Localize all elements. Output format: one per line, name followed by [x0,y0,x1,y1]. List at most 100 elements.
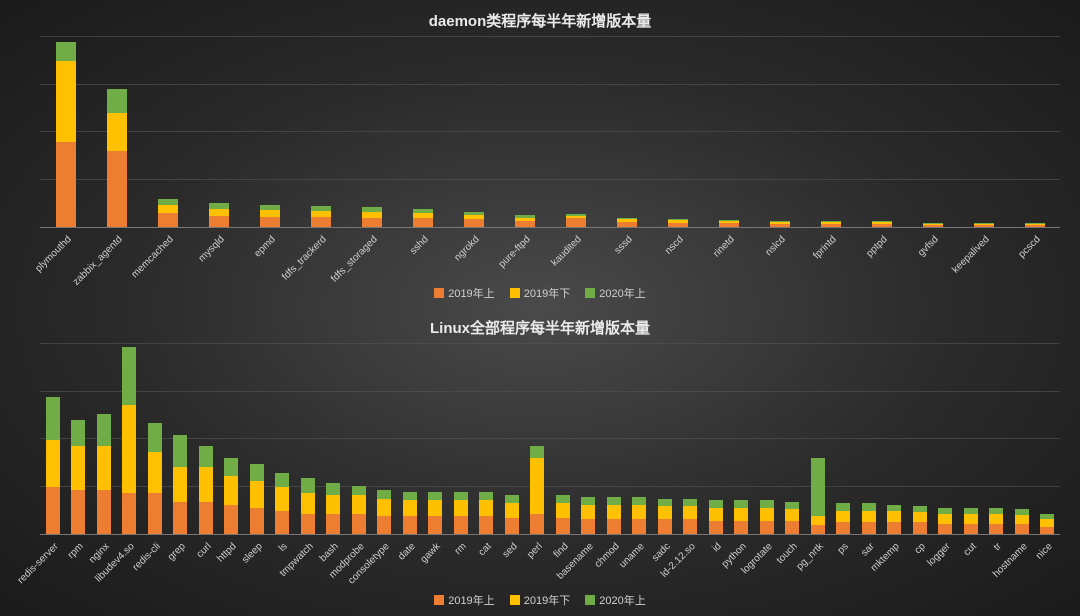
bar-stack [301,478,315,534]
x-label-text: nscd [663,234,686,257]
x-label: nice [1035,535,1061,590]
bar-stack [836,503,850,534]
seg-2019h2 [607,505,621,520]
bar-stack [377,490,391,534]
seg-2020h1 [122,347,136,405]
x-label: consoletype [372,535,398,590]
seg-2019h2 [479,500,493,516]
seg-2019h1 [785,521,799,534]
seg-2019h1 [515,221,535,227]
seg-2019h1 [1025,225,1045,227]
bar-stack [719,220,739,227]
bar-stack [530,446,544,534]
seg-2020h1 [46,397,60,441]
bar-slot [933,344,959,534]
x-label-text: mysqld [196,234,226,264]
x-label-text: ls [277,541,290,554]
bar-slot [805,37,856,227]
seg-2020h1 [734,500,748,507]
seg-2019h2 [199,467,213,502]
bar-slot [142,344,168,534]
seg-2019h1 [734,521,748,534]
seg-2019h2 [964,514,978,524]
bar-stack [811,458,825,534]
seg-2019h2 [260,210,280,217]
seg-2019h2 [581,505,595,520]
bar-stack [464,212,484,227]
x-label: fprintd [805,228,856,283]
bar-slot [91,344,117,534]
seg-2019h1 [403,516,417,534]
bar-stack [505,495,519,534]
bar-stack [1025,223,1045,227]
x-label-text: gawk [419,541,443,565]
x-label: logrotate [754,535,780,590]
x-label-text: grep [166,541,188,563]
x-label-text: nslcd [763,234,787,258]
seg-2019h2 [56,61,76,142]
legend-label: 2019年上 [448,285,494,301]
bar-slot [372,344,398,534]
bar-slot [1009,37,1060,227]
bar-stack [974,223,994,227]
bar-slot [856,37,907,227]
bar-stack [275,473,289,534]
seg-2019h1 [964,524,978,534]
chart2-title: Linux全部程序每半年新增版本量 [20,307,1060,344]
x-label-text: nice [1034,541,1055,562]
seg-2019h1 [923,225,943,227]
x-label: sed [499,535,525,590]
bar-stack [683,499,697,534]
seg-2019h1 [683,519,697,534]
x-label: fdfs_storaged [346,228,397,283]
bar-slot [958,37,1009,227]
x-label: grep [168,535,194,590]
bar-slot [1035,344,1061,534]
seg-2019h2 [1040,519,1054,526]
bar-slot [295,37,346,227]
seg-2019h1 [505,518,519,534]
seg-2019h1 [260,217,280,227]
seg-2019h1 [326,514,340,534]
seg-2019h2 [224,476,238,505]
bar-stack [566,214,586,227]
x-label-text: pcscd [1016,234,1042,260]
x-label: perl [525,535,551,590]
x-label-text: ps [836,541,851,556]
x-label: mktemp [882,535,908,590]
bar-slot [499,344,525,534]
chart1-xlabels: plymouthdzabbix_agentdmemcachedmysqldepm… [40,228,1060,283]
x-label-text: httpd [216,541,240,565]
bar-stack [556,495,570,534]
seg-2020h1 [530,446,544,458]
bar-stack [923,223,943,227]
bar-stack [887,505,901,534]
seg-2019h2 [301,493,315,513]
seg-2020h1 [107,89,127,113]
seg-2020h1 [760,500,774,507]
seg-2019h1 [862,522,876,534]
bar-slot [193,344,219,534]
x-label-text: kaudited [549,234,584,269]
x-label-text: cat [477,541,494,558]
seg-2019h1 [566,218,586,227]
bar-slot [397,344,423,534]
seg-2020h1 [505,495,519,504]
x-label: cut [958,535,984,590]
seg-2019h1 [362,218,382,228]
bar-stack [209,203,229,227]
seg-2019h1 [107,151,127,227]
bar-stack [428,492,442,534]
bar-slot [703,37,754,227]
seg-2020h1 [199,446,213,466]
seg-2019h2 [913,512,927,522]
bar-stack [668,219,688,227]
seg-2019h1 [56,142,76,228]
bar-slot [601,37,652,227]
seg-2019h2 [326,495,340,514]
bar-slot [984,344,1010,534]
bar-slot [40,37,91,227]
bar-stack [632,497,646,534]
seg-2019h1 [938,524,952,534]
chart2-xlabels: redis-serverrpmnginxlibudev4.soredis-cli… [40,535,1060,590]
